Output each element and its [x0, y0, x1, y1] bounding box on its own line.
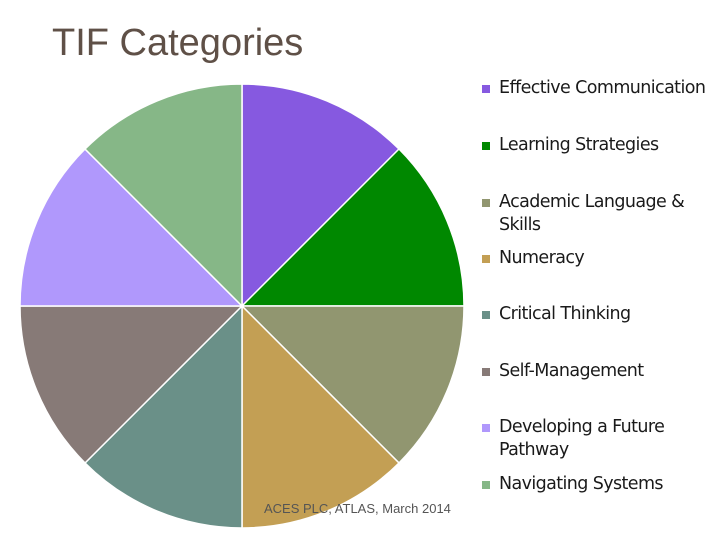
pie-slice-navigating-systems	[83, 83, 243, 308]
pie-slice-self-management	[19, 305, 244, 465]
slide-title: TIF Categories	[52, 22, 304, 64]
legend-item-self-management: Self-Management	[482, 360, 717, 383]
legend-label: Self-Management	[499, 361, 644, 381]
legend-label: Developing a Future Pathway	[499, 417, 665, 460]
legend-item-navigating-systems: Navigating Systems	[482, 473, 717, 496]
legend-swatch	[482, 368, 490, 376]
legend-label: Critical Thinking	[499, 304, 631, 324]
legend-swatch	[482, 199, 490, 207]
pie-slice-critical-thinking	[83, 304, 243, 529]
legend-label: Learning Strategies	[499, 135, 659, 155]
legend-swatch	[482, 85, 490, 93]
legend-item-effective-communication: Effective Communication	[482, 77, 717, 100]
legend-item-developing-future-pathway: Developing a Future Pathway	[482, 416, 717, 462]
legend-swatch	[482, 424, 490, 432]
legend-label: Academic Language & Skills	[499, 192, 685, 235]
legend-item-learning-strategies: Learning Strategies	[482, 134, 717, 157]
legend-item-critical-thinking: Critical Thinking	[482, 303, 717, 326]
pie-slice-learning-strategies	[240, 147, 465, 307]
slide-footer: ACES PLC, ATLAS, March 2014	[264, 501, 451, 516]
legend-swatch	[482, 311, 490, 319]
legend-swatch	[482, 142, 490, 150]
pie-slice-academic-language-skills	[240, 305, 465, 465]
legend-item-academic-language-skills: Academic Language & Skills	[482, 191, 717, 237]
pie-slice-developing-a-future-pathway	[19, 147, 244, 307]
legend-label: Effective Communication	[499, 78, 706, 98]
legend-item-numeracy: Numeracy	[482, 247, 717, 270]
legend-label: Numeracy	[499, 248, 585, 268]
pie-slice-effective-communication	[241, 83, 401, 308]
legend-swatch	[482, 255, 490, 263]
pie-slice-numeracy	[241, 304, 401, 529]
legend-label: Navigating Systems	[499, 474, 664, 494]
chart-legend: Effective Communication Learning Strateg…	[482, 0, 717, 540]
legend-swatch	[482, 481, 490, 489]
